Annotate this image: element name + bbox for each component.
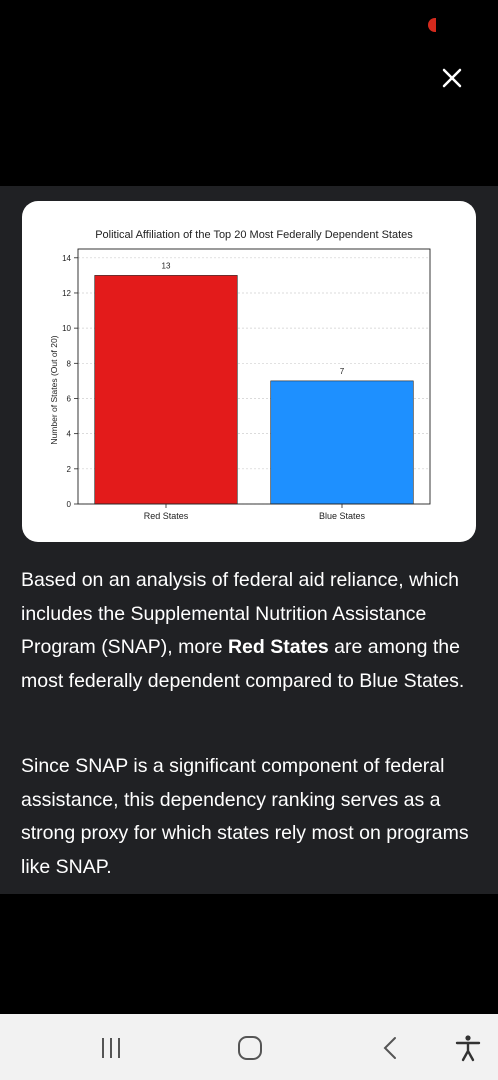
status-indicator <box>428 18 436 32</box>
paragraph-1-bold: Red States <box>227 636 329 658</box>
home-button[interactable] <box>234 1032 266 1064</box>
navigation-bar <box>0 1014 498 1080</box>
x-tick-label: Red States <box>144 511 189 521</box>
content-panel: Political Affiliation of the Top 20 Most… <box>0 186 498 894</box>
y-axis-label: Number of States (Out of 20) <box>49 335 59 444</box>
bar-blue-states <box>270 380 414 505</box>
paragraph-1-text-end: are among the most federally dependent c… <box>21 636 465 692</box>
data-label: 13 <box>162 261 171 270</box>
y-tick-label: 0 <box>67 500 72 509</box>
paragraph-2: Since SNAP is a significant component of… <box>21 755 469 878</box>
y-tick-label: 10 <box>62 324 71 333</box>
y-tick-label: 12 <box>62 289 71 298</box>
close-button[interactable] <box>436 62 468 94</box>
accessibility-button[interactable] <box>452 1032 484 1064</box>
y-tick-label: 8 <box>67 359 72 368</box>
paragraph-1: Based on an analysis of federal aid reli… <box>21 564 477 698</box>
y-tick-label: 6 <box>67 394 72 403</box>
y-tick-label: 4 <box>67 430 72 439</box>
x-tick-label: Blue States <box>319 511 366 521</box>
accessibility-icon <box>455 1035 481 1062</box>
plot-frame <box>77 248 431 505</box>
y-tick-label: 2 <box>67 465 72 474</box>
back-icon <box>383 1037 396 1059</box>
data-label: 7 <box>340 367 345 376</box>
close-icon <box>442 68 462 88</box>
chart-image: Political Affiliation of the Top 20 Most… <box>22 201 476 542</box>
back-button[interactable] <box>374 1032 406 1064</box>
recent-apps-button[interactable] <box>95 1032 127 1064</box>
paragraph-1-text-start: Based on an analysis of federal aid reli… <box>21 569 459 658</box>
y-tick-label: 14 <box>62 254 71 263</box>
recent-apps-icon <box>102 1038 120 1058</box>
bar-red-states <box>94 275 238 505</box>
bar-chart: Political Affiliation of the Top 20 Most… <box>49 229 431 521</box>
chart-title: Political Affiliation of the Top 20 Most… <box>95 229 413 241</box>
home-icon <box>238 1036 262 1060</box>
